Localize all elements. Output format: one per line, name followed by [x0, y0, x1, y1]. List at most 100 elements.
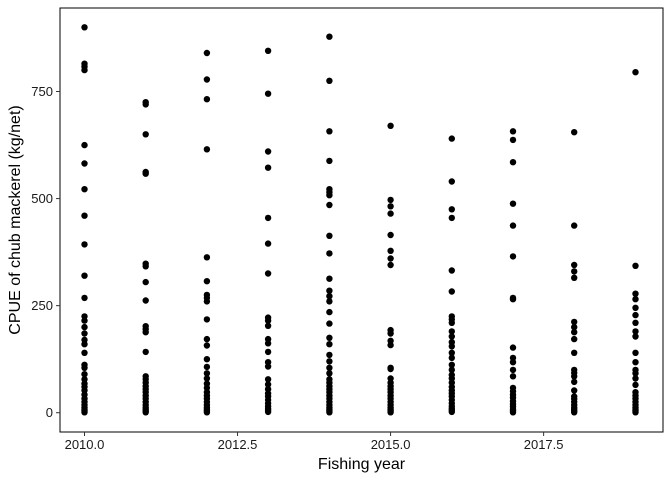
- data-point: [448, 328, 455, 335]
- data-point: [387, 247, 394, 254]
- data-point: [142, 297, 149, 304]
- data-point: [326, 232, 333, 239]
- data-point: [326, 409, 333, 416]
- data-point: [509, 296, 517, 303]
- data-point: [632, 296, 639, 303]
- data-point: [264, 148, 272, 155]
- data-point: [387, 409, 394, 416]
- x-tick-label: 2010.0: [65, 437, 105, 452]
- data-point: [571, 222, 578, 229]
- data-point: [448, 354, 455, 362]
- data-point: [81, 330, 88, 337]
- data-point: [448, 135, 455, 142]
- data-point: [203, 342, 211, 349]
- data-point: [509, 344, 517, 351]
- data-point: [387, 196, 394, 204]
- data-point: [448, 267, 455, 274]
- data-point: [509, 366, 517, 374]
- data-point: [142, 131, 149, 138]
- data-point: [142, 329, 149, 336]
- x-tick-label: 2017.5: [524, 437, 564, 452]
- data-point: [387, 365, 394, 373]
- y-axis: 0 250 500 750: [31, 84, 60, 420]
- data-point: [81, 371, 88, 378]
- data-point: [81, 294, 88, 302]
- data-point: [81, 272, 88, 279]
- data-point: [448, 319, 455, 326]
- data-point: [509, 136, 517, 144]
- data-point: [571, 335, 578, 343]
- data-point: [203, 316, 211, 323]
- data-point: [509, 409, 517, 416]
- data-point: [142, 170, 149, 177]
- data-point: [142, 263, 149, 270]
- data-point: [203, 363, 211, 371]
- data-point: [632, 319, 639, 326]
- data-point: [571, 129, 578, 136]
- data-point: [571, 329, 578, 336]
- data-point: [448, 361, 455, 368]
- data-point: [203, 335, 211, 343]
- data-point: [571, 378, 578, 386]
- data-point: [264, 363, 272, 370]
- data-point: [448, 288, 455, 295]
- data-point: [571, 373, 578, 380]
- data-point: [326, 128, 333, 135]
- x-axis: 2010.0 2012.5 2015.0 2017.5: [65, 432, 564, 452]
- data-point: [326, 334, 333, 341]
- data-point: [387, 330, 394, 337]
- data-point: [264, 322, 272, 329]
- panel-border: [59, 7, 664, 433]
- data-point: [448, 333, 455, 340]
- data-point: [326, 192, 333, 199]
- data-point: [81, 341, 88, 348]
- data-point: [326, 370, 333, 377]
- data-point: [387, 255, 394, 262]
- data-point: [326, 275, 333, 282]
- data-point: [632, 333, 639, 340]
- data-point: [81, 409, 88, 416]
- data-points: [81, 24, 639, 416]
- data-point: [81, 160, 88, 167]
- data-point: [571, 323, 578, 331]
- data-point: [264, 270, 272, 277]
- data-point: [203, 49, 211, 57]
- data-point: [571, 268, 578, 275]
- data-point: [326, 358, 333, 365]
- data-point: [326, 201, 333, 209]
- data-point: [387, 122, 394, 129]
- y-axis-title: CPUE of chub mackerel (kg/net): [7, 105, 24, 334]
- data-point: [203, 254, 211, 261]
- data-point: [571, 318, 578, 326]
- data-point: [326, 33, 333, 40]
- data-point: [632, 381, 639, 389]
- x-axis-title: Fishing year: [318, 456, 406, 473]
- data-point: [326, 351, 333, 359]
- data-point: [264, 47, 272, 54]
- data-point: [81, 317, 88, 324]
- data-point: [632, 375, 639, 382]
- data-point: [632, 328, 639, 335]
- data-point: [203, 409, 211, 416]
- data-point: [326, 293, 333, 300]
- data-point: [326, 77, 333, 85]
- data-point: [448, 366, 455, 374]
- data-point: [509, 128, 517, 135]
- data-point: [632, 370, 639, 377]
- data-point: [264, 240, 272, 247]
- data-point: [326, 298, 333, 305]
- data-point: [264, 90, 272, 97]
- data-point: [326, 308, 333, 316]
- data-point: [203, 375, 211, 382]
- data-point: [632, 349, 639, 356]
- data-point: [81, 323, 88, 331]
- data-point: [203, 146, 211, 153]
- data-point: [571, 387, 578, 394]
- data-point: [632, 290, 639, 297]
- data-point: [81, 186, 88, 193]
- data-point: [142, 409, 149, 416]
- data-point: [571, 409, 578, 416]
- data-point: [81, 66, 88, 74]
- data-point: [81, 141, 88, 149]
- data-point: [264, 381, 272, 388]
